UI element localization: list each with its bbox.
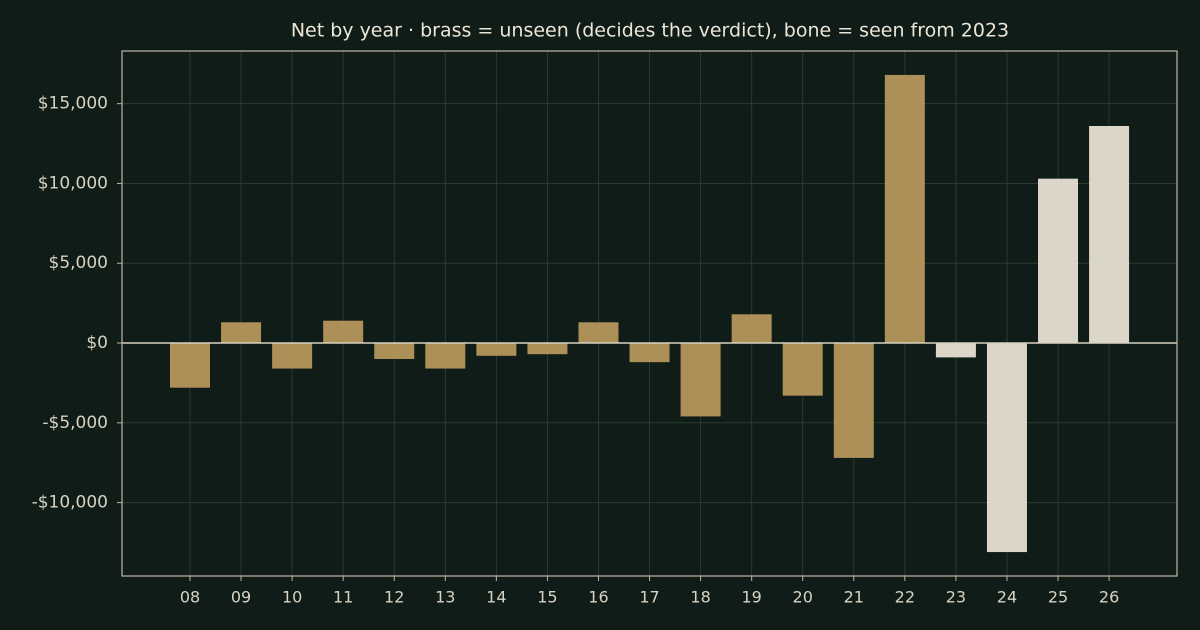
x-tick-label: 08 bbox=[180, 588, 200, 607]
bar bbox=[221, 322, 262, 344]
bar bbox=[833, 343, 874, 458]
bar bbox=[1038, 178, 1079, 344]
bar bbox=[527, 343, 568, 355]
x-tick-label: 13 bbox=[435, 588, 455, 607]
bar bbox=[680, 343, 721, 417]
x-tick-label: 15 bbox=[537, 588, 557, 607]
x-tick-label: 16 bbox=[588, 588, 608, 607]
bar bbox=[731, 314, 772, 344]
x-tick-label: 11 bbox=[333, 588, 353, 607]
bar bbox=[323, 320, 364, 344]
y-tick-label: $0 bbox=[86, 333, 108, 353]
plot-frame bbox=[121, 50, 1178, 577]
x-tick-label: 18 bbox=[690, 588, 710, 607]
x-tick-label: 14 bbox=[486, 588, 506, 607]
x-tick-label: 20 bbox=[793, 588, 813, 607]
y-tick-label: $10,000 bbox=[38, 173, 108, 193]
bar bbox=[935, 343, 976, 358]
x-tick-label: 25 bbox=[1048, 588, 1068, 607]
y-tick-label: -$5,000 bbox=[42, 413, 108, 433]
bar bbox=[374, 343, 415, 359]
x-tick-label: 26 bbox=[1099, 588, 1119, 607]
x-tick-label: 23 bbox=[946, 588, 966, 607]
bar bbox=[578, 322, 619, 344]
chart-title: Net by year · brass = unseen (decides th… bbox=[291, 20, 1009, 42]
x-tick-label: 12 bbox=[384, 588, 404, 607]
y-tick-label: -$10,000 bbox=[32, 493, 108, 513]
x-tick-label: 09 bbox=[231, 588, 251, 607]
bar bbox=[782, 343, 823, 396]
y-tick-label: $15,000 bbox=[38, 94, 108, 114]
bar bbox=[476, 343, 517, 356]
x-tick-label: 19 bbox=[741, 588, 761, 607]
x-tick-label: 10 bbox=[282, 588, 302, 607]
bar bbox=[1089, 126, 1130, 344]
x-tick-label: 22 bbox=[895, 588, 915, 607]
x-tick-label: 21 bbox=[844, 588, 864, 607]
y-tick-label: $5,000 bbox=[49, 253, 108, 273]
x-tick-label: 17 bbox=[639, 588, 659, 607]
bar bbox=[170, 343, 210, 388]
bar bbox=[986, 343, 1027, 553]
bar bbox=[884, 74, 925, 344]
bar bbox=[425, 343, 466, 369]
bar bbox=[629, 343, 670, 363]
x-tick-label: 24 bbox=[997, 588, 1017, 607]
bar bbox=[272, 343, 313, 369]
